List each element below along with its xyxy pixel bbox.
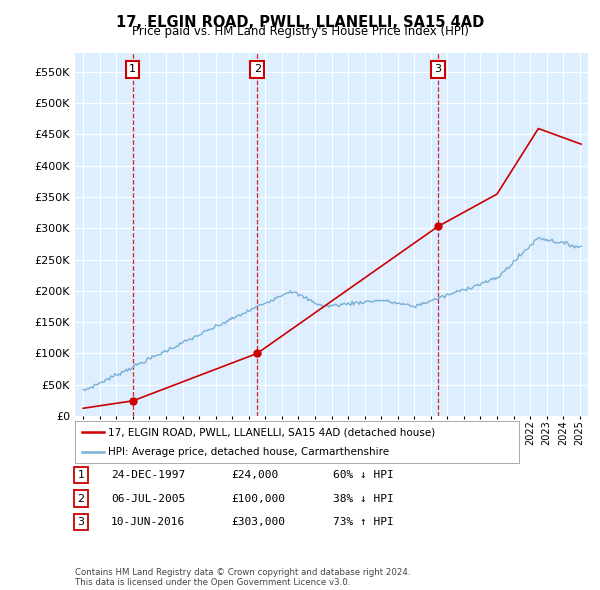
Text: 38% ↓ HPI: 38% ↓ HPI [333,494,394,503]
Text: 17, ELGIN ROAD, PWLL, LLANELLI, SA15 4AD: 17, ELGIN ROAD, PWLL, LLANELLI, SA15 4AD [116,15,484,30]
Text: 60% ↓ HPI: 60% ↓ HPI [333,470,394,480]
Text: £303,000: £303,000 [231,517,285,527]
Text: 1: 1 [129,64,136,74]
Text: 3: 3 [434,64,442,74]
Text: 06-JUL-2005: 06-JUL-2005 [111,494,185,503]
Text: 10-JUN-2016: 10-JUN-2016 [111,517,185,527]
Text: 17, ELGIN ROAD, PWLL, LLANELLI, SA15 4AD (detached house): 17, ELGIN ROAD, PWLL, LLANELLI, SA15 4AD… [108,427,436,437]
Text: Contains HM Land Registry data © Crown copyright and database right 2024.
This d: Contains HM Land Registry data © Crown c… [75,568,410,587]
Text: Price paid vs. HM Land Registry's House Price Index (HPI): Price paid vs. HM Land Registry's House … [131,25,469,38]
Text: HPI: Average price, detached house, Carmarthenshire: HPI: Average price, detached house, Carm… [108,447,389,457]
Text: 3: 3 [77,517,85,527]
Text: £24,000: £24,000 [231,470,278,480]
Text: 2: 2 [77,494,85,503]
Text: £100,000: £100,000 [231,494,285,503]
Text: 1: 1 [77,470,85,480]
Text: 73% ↑ HPI: 73% ↑ HPI [333,517,394,527]
Text: 2: 2 [254,64,261,74]
Text: 24-DEC-1997: 24-DEC-1997 [111,470,185,480]
